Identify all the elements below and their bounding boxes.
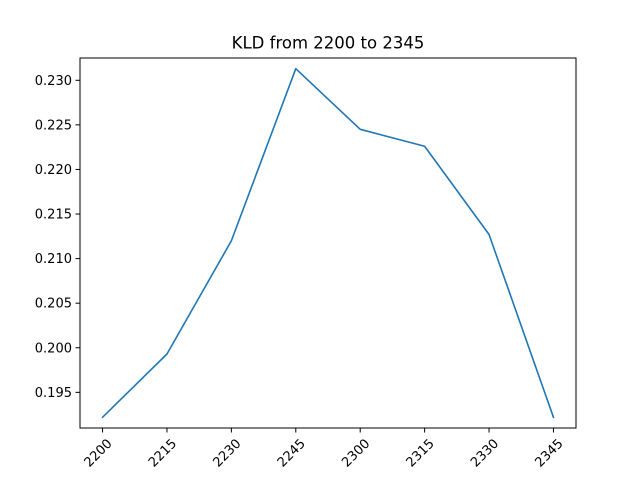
x-tick-label: 2300 — [339, 436, 373, 470]
plot-area-border — [79, 57, 577, 429]
series-line-0 — [101, 67, 555, 419]
y-tick-label: 0.215 — [35, 208, 72, 223]
y-tick-label: 0.230 — [35, 74, 72, 89]
plot-frame — [79, 57, 577, 429]
x-axis: 2200 2215 2230 2245 2300 2315 2330 2345 — [82, 428, 567, 470]
x-tick-label: 2200 — [82, 436, 116, 470]
y-tick-label: 0.210 — [35, 252, 72, 267]
y-tick-label: 0.200 — [35, 341, 72, 356]
x-tick-label: 2230 — [210, 436, 244, 470]
series-layer — [101, 67, 555, 419]
x-tick-label: 2330 — [468, 436, 502, 470]
chart-title: KLD from 2200 to 2345 — [232, 34, 425, 53]
x-tick-label: 2245 — [275, 436, 309, 470]
y-tick-label: 0.225 — [35, 118, 72, 133]
y-tick-label: 0.195 — [35, 386, 72, 401]
x-tick-label: 2345 — [532, 436, 566, 470]
y-axis: 0.195 0.200 0.205 0.210 0.215 0.220 0.225 0.230 — [35, 74, 80, 401]
x-tick-label: 2315 — [404, 436, 438, 470]
y-tick-label: 0.220 — [35, 163, 72, 178]
x-tick-label: 2215 — [146, 436, 180, 470]
y-tick-label: 0.205 — [35, 297, 72, 312]
